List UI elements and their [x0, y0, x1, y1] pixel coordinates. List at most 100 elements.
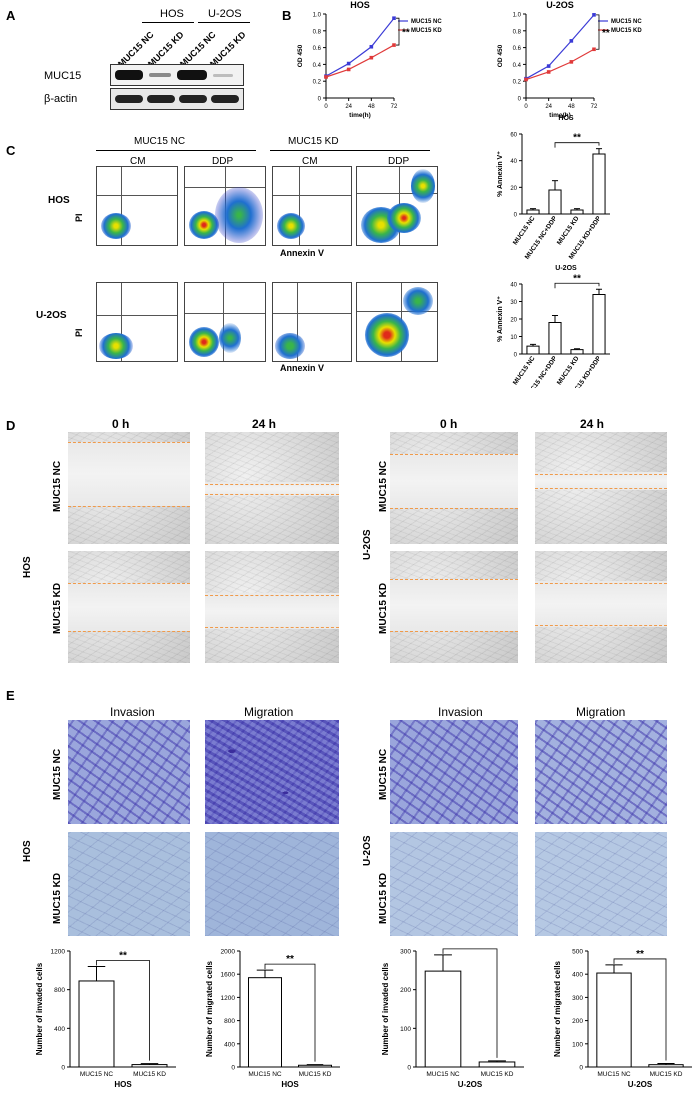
- transwell-row-label: MUC15 KD: [378, 872, 389, 924]
- flow-condition: CM: [302, 156, 318, 167]
- y-tick-label: 1200: [51, 949, 66, 956]
- migration-chart-hos: 0 400 800 1200 1600 2000 Number of migrated ce…: [205, 949, 340, 1089]
- category-label: MUC15 NC: [248, 1071, 282, 1078]
- x-tick-label: 72: [591, 104, 598, 110]
- flow-plot-hos-kd-ddp: [356, 166, 438, 246]
- y-axis-label: % Annexin V⁺: [497, 151, 504, 197]
- category-label: MUC15 KD: [133, 1071, 166, 1078]
- transwell-image: [390, 720, 518, 824]
- panel-label-d: D: [6, 418, 16, 433]
- flow-condition: DDP: [212, 156, 234, 167]
- data-point: [524, 77, 528, 82]
- wound-image: [535, 551, 667, 663]
- wound-row-label: MUC15 KD: [52, 582, 63, 634]
- data-point: [569, 39, 574, 43]
- blot-group-line: [198, 22, 250, 23]
- wound-image: [68, 432, 190, 544]
- x-tick-label: 0: [524, 104, 528, 110]
- transwell-row-label: MUC15 NC: [52, 748, 63, 800]
- y-axis-label: Number of invaded cells: [35, 962, 44, 1055]
- wound-image: [390, 551, 518, 663]
- y-tick-label: 800: [54, 987, 65, 994]
- wound-image: [390, 432, 518, 544]
- assay-label: Migration: [576, 705, 626, 719]
- legend-label: MUC15 KD: [611, 28, 642, 34]
- significance-label: **: [286, 954, 294, 965]
- y-tick-label: 500: [572, 949, 583, 956]
- y-tick-label: 0.8: [313, 29, 322, 35]
- y-tick-label: 1.0: [313, 13, 322, 19]
- flow-condition: CM: [130, 156, 146, 167]
- blot-group-u2os: U-2OS: [208, 8, 242, 20]
- y-tick-label: 1600: [221, 972, 236, 979]
- y-tick-label: 0: [579, 1065, 583, 1072]
- significance-bracket: [554, 282, 600, 289]
- wound-image: [535, 432, 667, 544]
- data-point: [369, 55, 374, 60]
- chart-title: U-2OS: [546, 0, 574, 10]
- bar: [570, 349, 584, 355]
- blot-band: [149, 73, 171, 77]
- flow-x-axis-label: Annexin V: [280, 363, 325, 373]
- flow-y-axis-label: PI: [74, 213, 84, 222]
- x-axis-label: time(h): [349, 112, 371, 119]
- flow-plot-u2os-kd-cm: [272, 282, 352, 362]
- category-label: MUC15 KD: [481, 1071, 514, 1078]
- y-tick-label: 0.2: [313, 80, 322, 86]
- y-tick-label: 0: [61, 1065, 65, 1072]
- x-tick-label: 48: [568, 104, 575, 110]
- series-line: [325, 17, 395, 77]
- blot-band: [179, 95, 207, 103]
- significance-label: **: [602, 28, 610, 39]
- y-tick-label: 30: [510, 300, 517, 306]
- significance-label: **: [573, 273, 581, 284]
- bar: [526, 345, 540, 355]
- y-tick-label: 300: [572, 995, 583, 1002]
- transwell-cell-line-u2os: U-2OS: [362, 835, 373, 866]
- wound-cell-line-u2os: U-2OS: [362, 529, 373, 560]
- y-tick-label: 60: [510, 133, 517, 139]
- y-axis-label: OD 450: [497, 44, 504, 67]
- growth-curves: HOS 0 0.2 0.4 0.6 0.8 1.0 0 24 48 72 time(h) OD 450 M…: [297, 0, 642, 119]
- bar: [526, 209, 540, 215]
- transwell-image: [390, 832, 518, 936]
- flow-cell-line-u2os: U-2OS: [36, 310, 67, 321]
- flow-group-kd: MUC15 KD: [288, 136, 339, 147]
- x-tick-label: 24: [545, 104, 552, 110]
- y-tick-label: 2000: [221, 949, 236, 956]
- flow-plot-u2os-nc-cm: [96, 282, 178, 362]
- significance-bracket: [96, 960, 150, 1061]
- bar: [478, 1061, 516, 1068]
- y-tick-label: 0: [518, 97, 522, 103]
- transwell-bar-charts: 0 400 800 1200 Number of invaded cells MUC15 …: [35, 945, 692, 1089]
- blot-band: [211, 95, 239, 103]
- y-axis-label: OD 450: [297, 44, 304, 67]
- wound-image: [68, 551, 190, 663]
- flow-plot-u2os-kd-ddp: [356, 282, 438, 362]
- assay-label: Invasion: [438, 705, 483, 719]
- y-tick-label: 0: [407, 1065, 411, 1072]
- x-tick-label: 72: [391, 104, 398, 110]
- data-point: [569, 60, 574, 64]
- blot-group-line: [142, 22, 194, 23]
- series-line: [525, 14, 595, 80]
- bar: [648, 1064, 684, 1068]
- y-axis-label: Number of migrated cells: [553, 960, 562, 1057]
- category-label: MUC15 KD: [299, 1071, 332, 1078]
- wound-row-label: MUC15 NC: [52, 460, 63, 512]
- y-tick-label: 400: [54, 1026, 65, 1033]
- transwell-image: [205, 720, 339, 824]
- blot-band: [115, 95, 143, 103]
- blot-band: [147, 95, 175, 103]
- flow-condition: DDP: [388, 156, 410, 167]
- y-tick-label: 800: [224, 1018, 235, 1025]
- invasion-chart-u2os: 0 100 200 300 Number of invaded cells MUC15 N…: [381, 945, 524, 1089]
- chart-title: HOS: [558, 115, 574, 122]
- y-tick-label: 200: [400, 987, 411, 994]
- wound-time-label: 24 h: [580, 417, 605, 431]
- y-tick-label: 400: [572, 972, 583, 979]
- wound-time-label: 0 h: [440, 417, 458, 431]
- y-tick-label: 0.4: [313, 63, 322, 69]
- bar: [592, 153, 606, 215]
